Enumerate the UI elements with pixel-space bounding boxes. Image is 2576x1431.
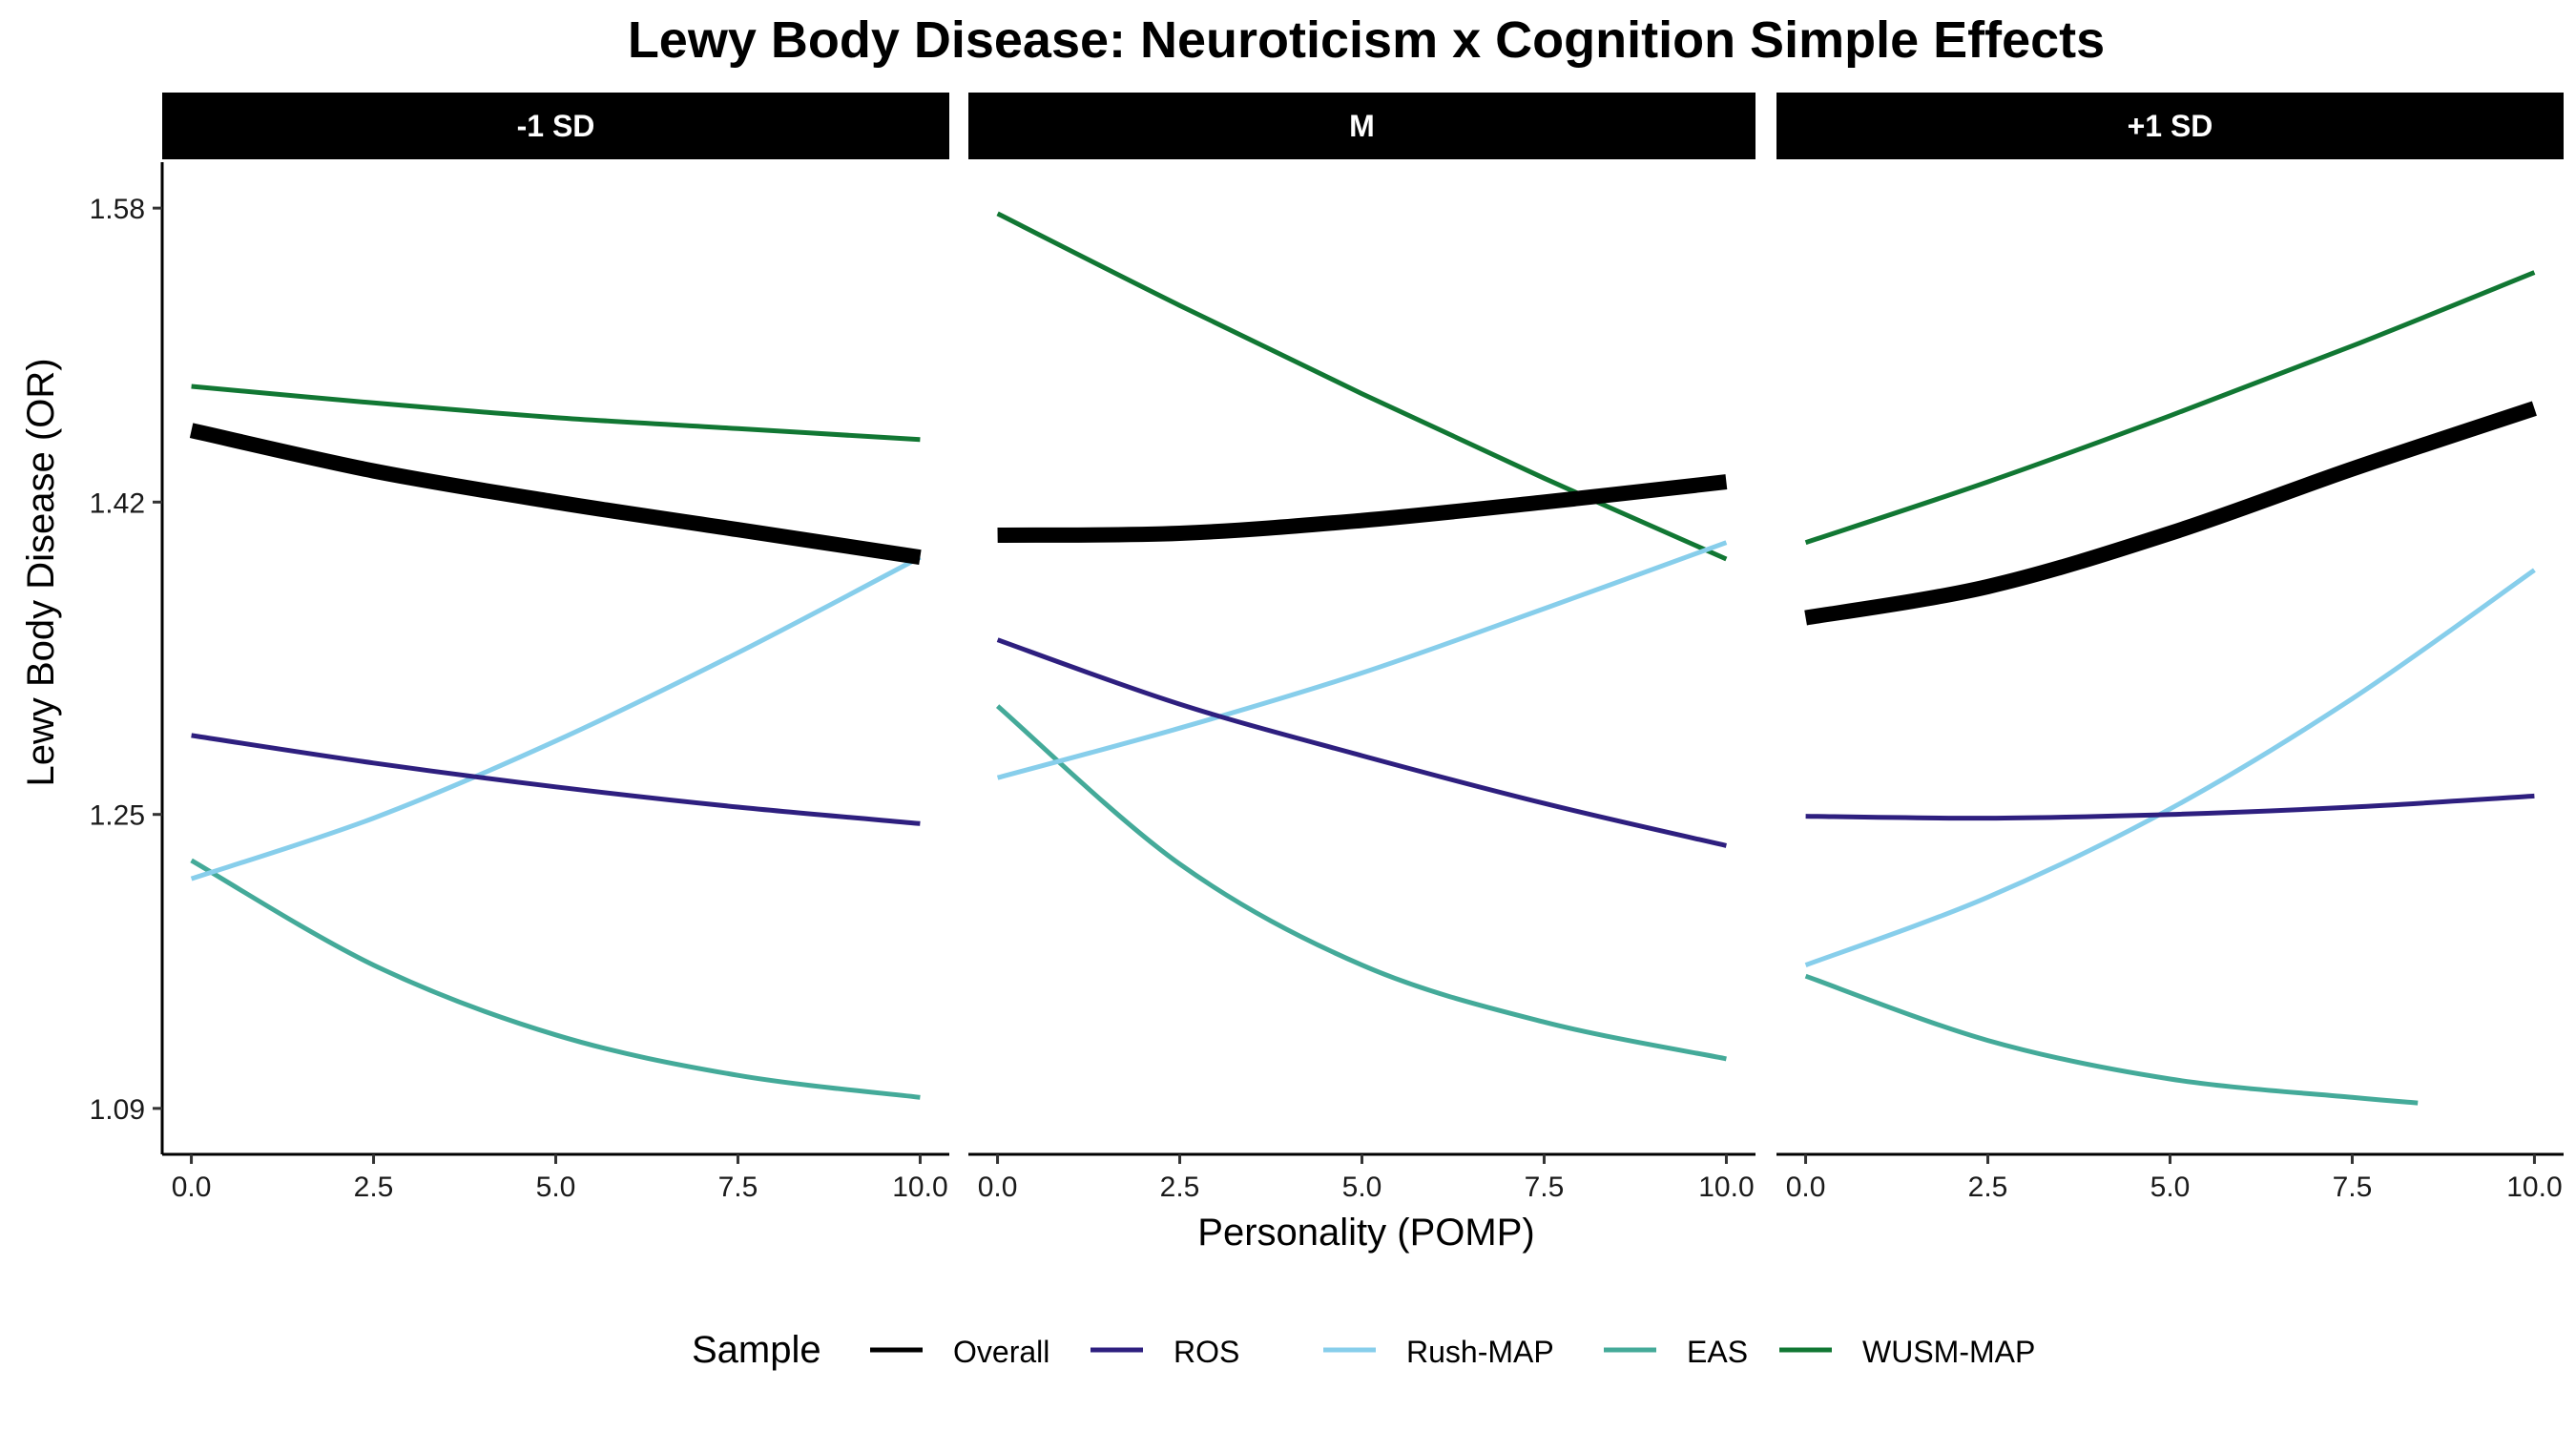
legend-label-ros: ROS: [1174, 1335, 1239, 1369]
x-tick-label: 10.0: [892, 1172, 947, 1203]
x-tick-label: 2.5: [354, 1172, 394, 1203]
x-tick-label: 7.5: [718, 1172, 758, 1203]
panel-m: M 0.0 2.5 5.0 7.5 10.0: [968, 93, 1755, 1203]
x-tick-label: 2.5: [1160, 1172, 1200, 1203]
strip-label: M: [1349, 109, 1375, 143]
series-line-wusm-map: [191, 384, 921, 443]
x-tick-label: 5.0: [2150, 1172, 2191, 1203]
x-tick-label: 7.5: [2333, 1172, 2373, 1203]
series-line-ros: [1805, 793, 2535, 821]
strip-header: [968, 93, 1755, 159]
legend: Sample Overall ROS Rush-MAP EAS WUSM-MAP: [692, 1329, 2035, 1371]
panel-1-sd: +1 SD 0.0 2.5 5.0 7.5 10.0: [1776, 93, 2564, 1203]
x-tick-label: 10.0: [1698, 1172, 1754, 1203]
series-line-ros: [996, 637, 1727, 848]
series-line-overall: [189, 423, 922, 566]
y-tick-label: 1.42: [90, 487, 145, 519]
strip-label: -1 SD: [517, 109, 595, 143]
legend-label-rush-map: Rush-MAP: [1406, 1335, 1554, 1369]
legend-label-eas: EAS: [1687, 1335, 1748, 1369]
y-tick-label: 1.09: [90, 1094, 145, 1126]
series-line-overall: [997, 474, 1728, 543]
series-line-eas: [1804, 973, 2419, 1106]
y-tick-label: 1.58: [90, 194, 145, 225]
panels: -1 SD 0.0 2.5 5.0 7.5 10.0 1.09 1.25 1.42 1.58 M 0.…: [90, 93, 2564, 1203]
x-tick-label: 7.5: [1525, 1172, 1565, 1203]
panel-1-sd: -1 SD 0.0 2.5 5.0 7.5 10.0 1.09 1.25 1.42 1.58: [90, 93, 949, 1203]
series-line-overall: [1804, 401, 2537, 626]
legend-item-overall: Overall: [870, 1335, 1049, 1369]
x-tick-label: 0.0: [172, 1172, 212, 1203]
legend-item-ros: ROS: [1091, 1335, 1239, 1369]
legend-item-rush-map: Rush-MAP: [1323, 1335, 1554, 1369]
legend-title: Sample: [692, 1329, 821, 1371]
x-tick-label: 5.0: [536, 1172, 576, 1203]
strip-header: [162, 93, 949, 159]
y-tick-label: 1.25: [90, 800, 145, 832]
series-line-rush-map: [1804, 568, 2536, 967]
legend-item-wusm-map: WUSM-MAP: [1779, 1335, 2035, 1369]
strip-header: [1776, 93, 2564, 159]
x-tick-label: 2.5: [1968, 1172, 2008, 1203]
legend-item-eas: EAS: [1604, 1335, 1748, 1369]
series-line-eas: [995, 704, 1727, 1062]
y-axis-title: Lewy Body Disease (OR): [20, 358, 62, 786]
x-tick-label: 10.0: [2506, 1172, 2562, 1203]
x-tick-label: 5.0: [1342, 1172, 1382, 1203]
legend-label-wusm-map: WUSM-MAP: [1862, 1335, 2035, 1369]
legend-label-overall: Overall: [953, 1335, 1049, 1369]
chart-title: Lewy Body Disease: Neuroticism x Cogniti…: [628, 11, 2105, 69]
series-line-wusm-map: [996, 211, 1728, 562]
x-tick-label: 0.0: [978, 1172, 1018, 1203]
series-line-eas: [190, 858, 921, 1100]
series-line-rush-map: [996, 540, 1728, 780]
x-tick-label: 0.0: [1786, 1172, 1826, 1203]
x-axis-title: Personality (POMP): [1197, 1212, 1534, 1254]
strip-label: +1 SD: [2128, 109, 2213, 143]
series-line-wusm-map: [1804, 270, 2536, 546]
series-line-ros: [191, 733, 921, 826]
series-line-rush-map: [190, 554, 922, 881]
